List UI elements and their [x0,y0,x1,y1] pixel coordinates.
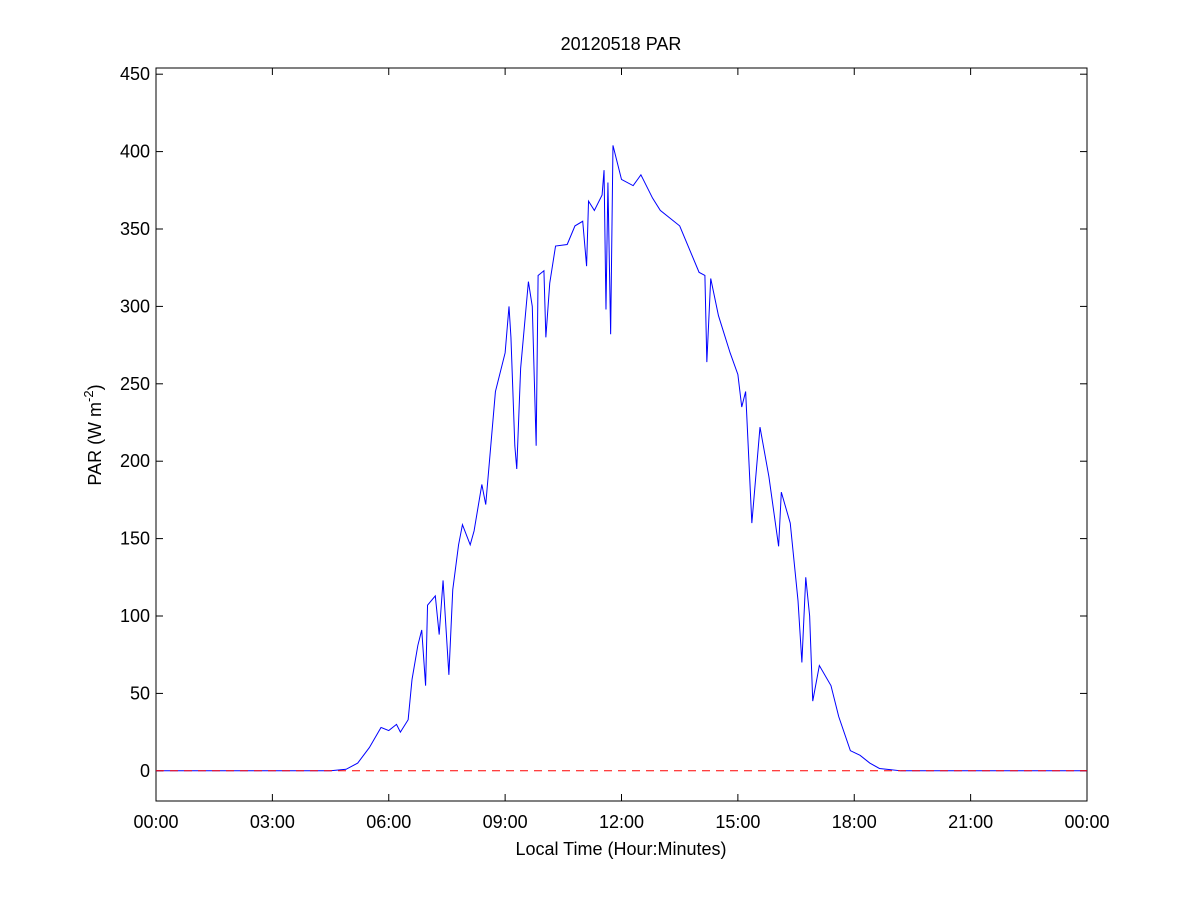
y-tick-label: 250 [120,374,150,394]
series-line [156,145,1087,772]
y-tick-label: 350 [120,219,150,239]
x-tick-label: 12:00 [599,812,644,832]
x-tick-label: 09:00 [483,812,528,832]
y-tick-label: 300 [120,296,150,316]
x-tick-label: 21:00 [948,812,993,832]
y-label-exponent: -2 [81,390,96,402]
x-tick-label: 06:00 [366,812,411,832]
y-tick-label: 50 [130,683,150,703]
y-axis-label: PAR (W m-2) [81,384,105,485]
x-tick-label: 00:00 [1064,812,1109,832]
x-tick-label: 18:00 [832,812,877,832]
y-label-tail: ) [85,384,105,390]
y-tick-label: 100 [120,606,150,626]
y-tick-label: 400 [120,142,150,162]
y-tick-label: 200 [120,451,150,471]
x-axis-label: Local Time (Hour:Minutes) [515,839,726,859]
chart-title: 20120518 PAR [561,34,682,54]
y-label-main: PAR (W m [85,402,105,486]
y-tick-label: 450 [120,64,150,84]
x-tick-label: 03:00 [250,812,295,832]
x-tick-label: 00:00 [133,812,178,832]
y-tick-label: 0 [140,761,150,781]
y-tick-label: 150 [120,529,150,549]
x-tick-label: 15:00 [715,812,760,832]
